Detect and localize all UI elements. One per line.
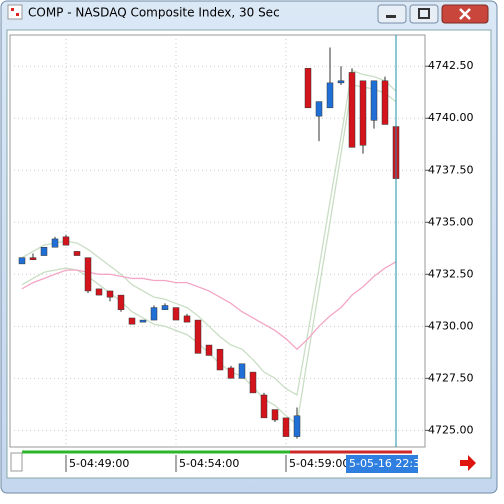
x-tick-label: 5-04:59:00 xyxy=(289,457,349,470)
minimize-glyph xyxy=(386,15,396,18)
candle-body xyxy=(326,82,334,109)
x-tick-label: 5-04:49:00 xyxy=(69,457,129,470)
candle-body xyxy=(117,294,125,310)
candle-body xyxy=(183,315,191,323)
candle-body xyxy=(238,363,246,379)
candle-body xyxy=(73,251,81,256)
candle-body xyxy=(18,257,26,265)
candle-body xyxy=(84,257,92,292)
cursor-label-box xyxy=(346,455,418,473)
candle-body xyxy=(106,290,114,298)
y-tick-label: 4735.00 xyxy=(428,215,474,228)
y-tick-label: 4737.50 xyxy=(428,163,474,176)
app-icon xyxy=(7,4,23,20)
client-area xyxy=(6,29,492,479)
candle-body xyxy=(227,367,235,379)
candle-body xyxy=(337,80,345,84)
maximize-button[interactable] xyxy=(409,4,439,24)
candle-body xyxy=(29,257,37,260)
minimize-button[interactable] xyxy=(377,4,407,24)
candle-body xyxy=(51,238,59,248)
candle-body xyxy=(348,72,356,148)
icon-dot xyxy=(11,8,14,11)
candle-body xyxy=(370,80,378,121)
candle-body xyxy=(205,344,213,356)
y-tick-label: 4725.00 xyxy=(428,423,474,436)
candle-body xyxy=(249,371,257,394)
candle-body xyxy=(304,68,312,109)
indicator-line xyxy=(21,261,397,351)
y-tick-label: 4730.00 xyxy=(428,319,474,332)
window-title: COMP - NASDAQ Composite Index, 30 Sec xyxy=(28,6,280,20)
y-tick-label: 4727.50 xyxy=(428,371,474,384)
candle-body xyxy=(381,80,389,125)
scroll-right-arrow[interactable] xyxy=(460,455,476,471)
x-tick-label: 5-04:54:00 xyxy=(179,457,239,470)
candle-body xyxy=(293,415,301,437)
close-glyph xyxy=(459,8,471,20)
candle-body xyxy=(359,80,367,146)
plot-frame xyxy=(9,34,426,448)
candle-body xyxy=(271,409,279,421)
candle-body xyxy=(194,319,202,354)
y-tick-label: 4740.00 xyxy=(428,111,474,124)
candle-body xyxy=(139,319,147,323)
y-tick-label: 4742.50 xyxy=(428,59,474,72)
plot: 4725.00 4727.50 4730.00 4732.50 4735.00 4737.… xyxy=(10,35,474,472)
candle-body xyxy=(62,236,70,246)
candle-body xyxy=(161,305,169,310)
maximize-glyph xyxy=(418,8,430,19)
cursor-label: 5-05-16 22:34:00 xyxy=(349,457,445,470)
candle-body xyxy=(150,307,158,321)
candle-body xyxy=(40,246,48,256)
candle-body xyxy=(282,417,290,437)
scroll-handle[interactable] xyxy=(10,452,23,472)
candle-body xyxy=(260,394,268,419)
candle-body xyxy=(172,307,180,321)
candle-body xyxy=(216,348,224,371)
indicator-line xyxy=(21,69,397,396)
candle-body xyxy=(315,101,323,117)
icon-dot xyxy=(16,13,19,16)
y-tick-label: 4732.50 xyxy=(428,267,474,280)
candle-body xyxy=(128,317,136,325)
candle-body xyxy=(95,288,103,296)
